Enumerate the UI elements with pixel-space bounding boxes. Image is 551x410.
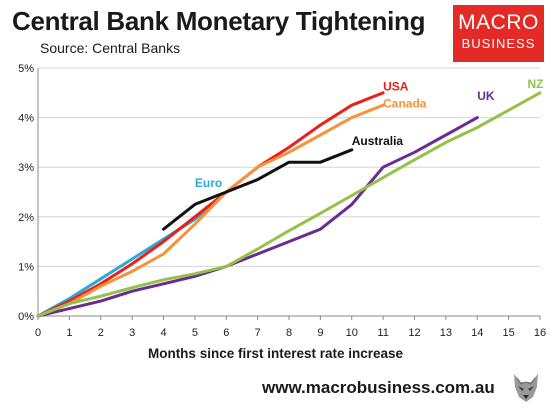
x-tick-label: 2 — [98, 327, 104, 339]
series-line-uk — [36, 116, 479, 318]
logo-line-2: BUSINESS — [461, 36, 536, 51]
x-tick-label: 14 — [471, 327, 483, 339]
x-tick-label: 3 — [129, 327, 135, 339]
x-tick-label: 7 — [255, 327, 261, 339]
x-tick-label: 11 — [377, 327, 388, 339]
y-tick-label: 3% — [18, 162, 34, 174]
series-label-australia: Australia — [352, 134, 404, 148]
x-tick-label: 8 — [286, 327, 292, 339]
x-tick-label: 5 — [192, 327, 198, 339]
series-label-canada: Canada — [383, 97, 427, 111]
x-tick-label: 1 — [66, 327, 72, 339]
y-tick-label: 1% — [18, 261, 34, 273]
x-tick-label: 9 — [317, 327, 323, 339]
chart-title: Central Bank Monetary Tightening — [12, 6, 426, 36]
x-tick-label: 10 — [346, 327, 358, 339]
y-tick-label: 5% — [18, 63, 34, 75]
x-tick-label: 16 — [534, 327, 546, 339]
x-tick-label: 13 — [440, 327, 452, 339]
series-line-australia — [162, 148, 354, 231]
website-link[interactable]: www.macrobusiness.com.au — [262, 378, 495, 397]
series-label-usa: USA — [383, 79, 409, 93]
y-tick-label: 4% — [18, 113, 34, 125]
x-tick-label: 4 — [160, 327, 166, 339]
x-tick-label: 6 — [223, 327, 229, 339]
y-tick-label: 0% — [18, 311, 34, 323]
macrobusiness-logo[interactable]: MACRO BUSINESS — [453, 5, 544, 62]
series-line-canada — [36, 103, 385, 318]
x-tick-label: 15 — [503, 327, 515, 339]
chart-source: Source: Central Banks — [40, 40, 181, 56]
y-tick-label: 2% — [18, 212, 34, 224]
series-line-euro — [36, 190, 228, 318]
x-tick-label: 0 — [35, 327, 41, 339]
series-label-uk: UK — [477, 89, 495, 103]
x-axis-label: Months since first interest rate increas… — [147, 346, 404, 361]
x-tick-label: 12 — [408, 327, 420, 339]
series-label-nz: NZ — [527, 77, 543, 91]
wolf-icon — [508, 370, 544, 404]
series-label-euro: Euro — [195, 176, 222, 190]
series-line-usa — [36, 91, 385, 318]
series-line-nz — [36, 91, 542, 318]
logo-line-1: MACRO — [458, 11, 539, 34]
